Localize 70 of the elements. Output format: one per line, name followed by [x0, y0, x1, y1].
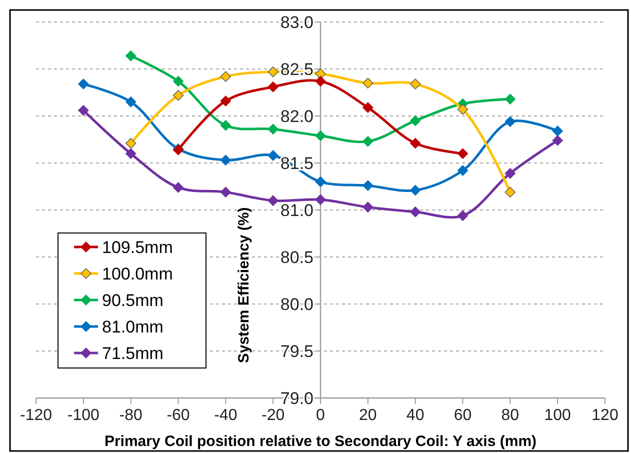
- y-axis-title: System Efficiency (%): [236, 207, 252, 364]
- x-tick-label: -80: [119, 407, 142, 424]
- legend-label: 100.0mm: [102, 264, 173, 284]
- legend-label: 109.5mm: [102, 238, 173, 257]
- point: [172, 90, 184, 101]
- y-tick-label: 82.0: [280, 106, 314, 126]
- point: [315, 76, 326, 87]
- point: [268, 66, 278, 78]
- point: [268, 124, 278, 135]
- point: [457, 210, 468, 221]
- x-axis-title: Primary Coil position relative to Secondary Coil: Y axis (mm): [104, 433, 537, 450]
- x-tick-label: 20: [359, 407, 377, 424]
- y-tick-label: 83.0: [280, 12, 314, 32]
- x-tick-label: 80: [501, 407, 520, 424]
- point: [457, 104, 468, 115]
- x-tick-label: -120: [20, 407, 52, 424]
- point: [410, 78, 421, 90]
- point: [504, 94, 516, 104]
- point: [410, 115, 421, 126]
- point: [457, 148, 468, 159]
- y-tick-label: 80.0: [280, 294, 314, 314]
- point: [172, 182, 184, 193]
- point: [457, 165, 468, 176]
- point: [504, 116, 516, 127]
- point: [172, 76, 184, 87]
- point: [125, 148, 136, 159]
- x-tick-label: 0: [316, 407, 326, 424]
- x-tick-label: -60: [166, 407, 190, 424]
- point: [362, 78, 374, 88]
- y-tick-label: 80.5: [280, 248, 314, 267]
- x-tick-label: -40: [214, 407, 238, 424]
- point: [78, 78, 89, 90]
- point: [220, 154, 232, 166]
- x-tick-label: 60: [454, 407, 472, 424]
- point: [410, 206, 421, 218]
- legend-label: 90.5mm: [102, 290, 164, 310]
- point: [410, 184, 421, 196]
- point: [362, 102, 374, 113]
- x-tick-label: 100: [544, 407, 572, 424]
- point: [552, 135, 563, 146]
- point: [362, 180, 374, 191]
- point: [220, 96, 232, 106]
- point: [410, 138, 421, 149]
- point: [220, 71, 232, 82]
- point: [315, 194, 326, 206]
- legend-label: 71.5mm: [102, 344, 164, 363]
- x-tick-label: -20: [262, 407, 285, 424]
- x-tick-label: 40: [406, 407, 424, 424]
- point: [125, 96, 136, 108]
- y-tick-label: 79.0: [280, 388, 314, 408]
- legend-label: 81.0mm: [102, 317, 164, 336]
- point: [125, 138, 136, 149]
- point: [220, 186, 232, 198]
- point: [504, 186, 516, 198]
- point: [220, 120, 232, 131]
- point: [362, 202, 374, 213]
- point: [268, 82, 278, 92]
- point: [268, 195, 278, 206]
- point: [125, 50, 136, 62]
- point: [78, 105, 89, 116]
- point: [552, 126, 563, 136]
- point: [315, 130, 326, 142]
- point: [362, 136, 374, 147]
- point: [268, 150, 278, 161]
- point: [504, 168, 516, 179]
- y-tick-label: 79.5: [280, 342, 314, 361]
- point: [315, 176, 326, 188]
- y-tick-label: 81.0: [280, 200, 314, 220]
- x-tick-label: -100: [67, 407, 100, 424]
- x-tick-label: 120: [592, 407, 618, 424]
